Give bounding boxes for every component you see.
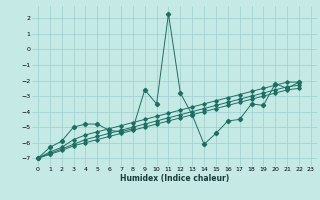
- X-axis label: Humidex (Indice chaleur): Humidex (Indice chaleur): [120, 174, 229, 183]
